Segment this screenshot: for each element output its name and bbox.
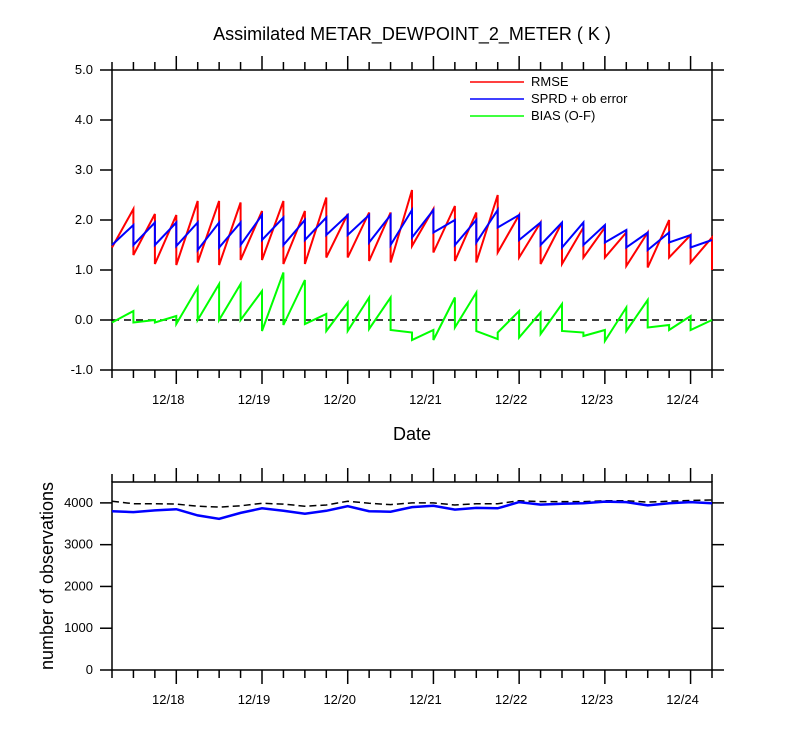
x-tick-label: 12/24 [666,692,699,707]
x-tick-label: 12/22 [495,392,528,407]
x-tick-label: 12/19 [238,392,271,407]
x-tick-label: 12/19 [238,692,271,707]
y-tick-marks [100,69,724,371]
x-tick-label: 12/18 [152,392,185,407]
x-tick-label: 12/23 [581,692,614,707]
y-tick-label: 3000 [64,537,93,552]
top-chart: 12/18 12/19 12/20 12/21 12/22 12/23 12/24 -1.0 0… [71,24,724,444]
y-axis-title: number of observations [37,482,57,670]
x-tick-marks [111,56,713,384]
assimilated-obs-line [111,500,713,521]
legend-label: RMSE [531,74,569,89]
y-tick-label: 2.0 [75,212,93,227]
y-tick-marks [100,502,724,671]
x-tick-label: 12/21 [409,692,442,707]
x-tick-marks [111,468,713,684]
y-tick-label: 3.0 [75,162,93,177]
plot-frame [111,481,713,671]
x-tick-label: 12/23 [581,392,614,407]
y-tick-label: 0.0 [75,312,93,327]
y-tick-label: 1.0 [75,262,93,277]
x-tick-label: 12/24 [666,392,699,407]
bottom-chart: 12/18 12/19 12/20 12/21 12/22 12/23 12/24 0 1000… [37,468,724,707]
legend-label: SPRD + ob error [531,91,628,106]
legend: RMSE SPRD + ob error BIAS (O-F) [470,74,628,123]
x-tick-label: 12/20 [323,392,356,407]
series-line-sprd-ob-error [111,206,713,253]
y-tick-label: 5.0 [75,62,93,77]
x-tick-label: 12/18 [152,692,185,707]
chart-title: Assimilated METAR_DEWPOINT_2_METER ( K ) [213,24,611,45]
legend-label: BIAS (O-F) [531,108,595,123]
y-tick-label: 2000 [64,578,93,593]
y-tick-label: 4.0 [75,112,93,127]
series-line-bias-o-f [111,272,713,345]
y-tick-label: 4000 [64,495,93,510]
x-tick-label: 12/21 [409,392,442,407]
y-tick-label: 0 [86,662,93,677]
y-tick-label: 1000 [64,620,93,635]
x-tick-label: 12/22 [495,692,528,707]
x-tick-label: 12/20 [323,692,356,707]
y-tick-label: -1.0 [71,362,93,377]
x-axis-title: Date [393,424,431,444]
